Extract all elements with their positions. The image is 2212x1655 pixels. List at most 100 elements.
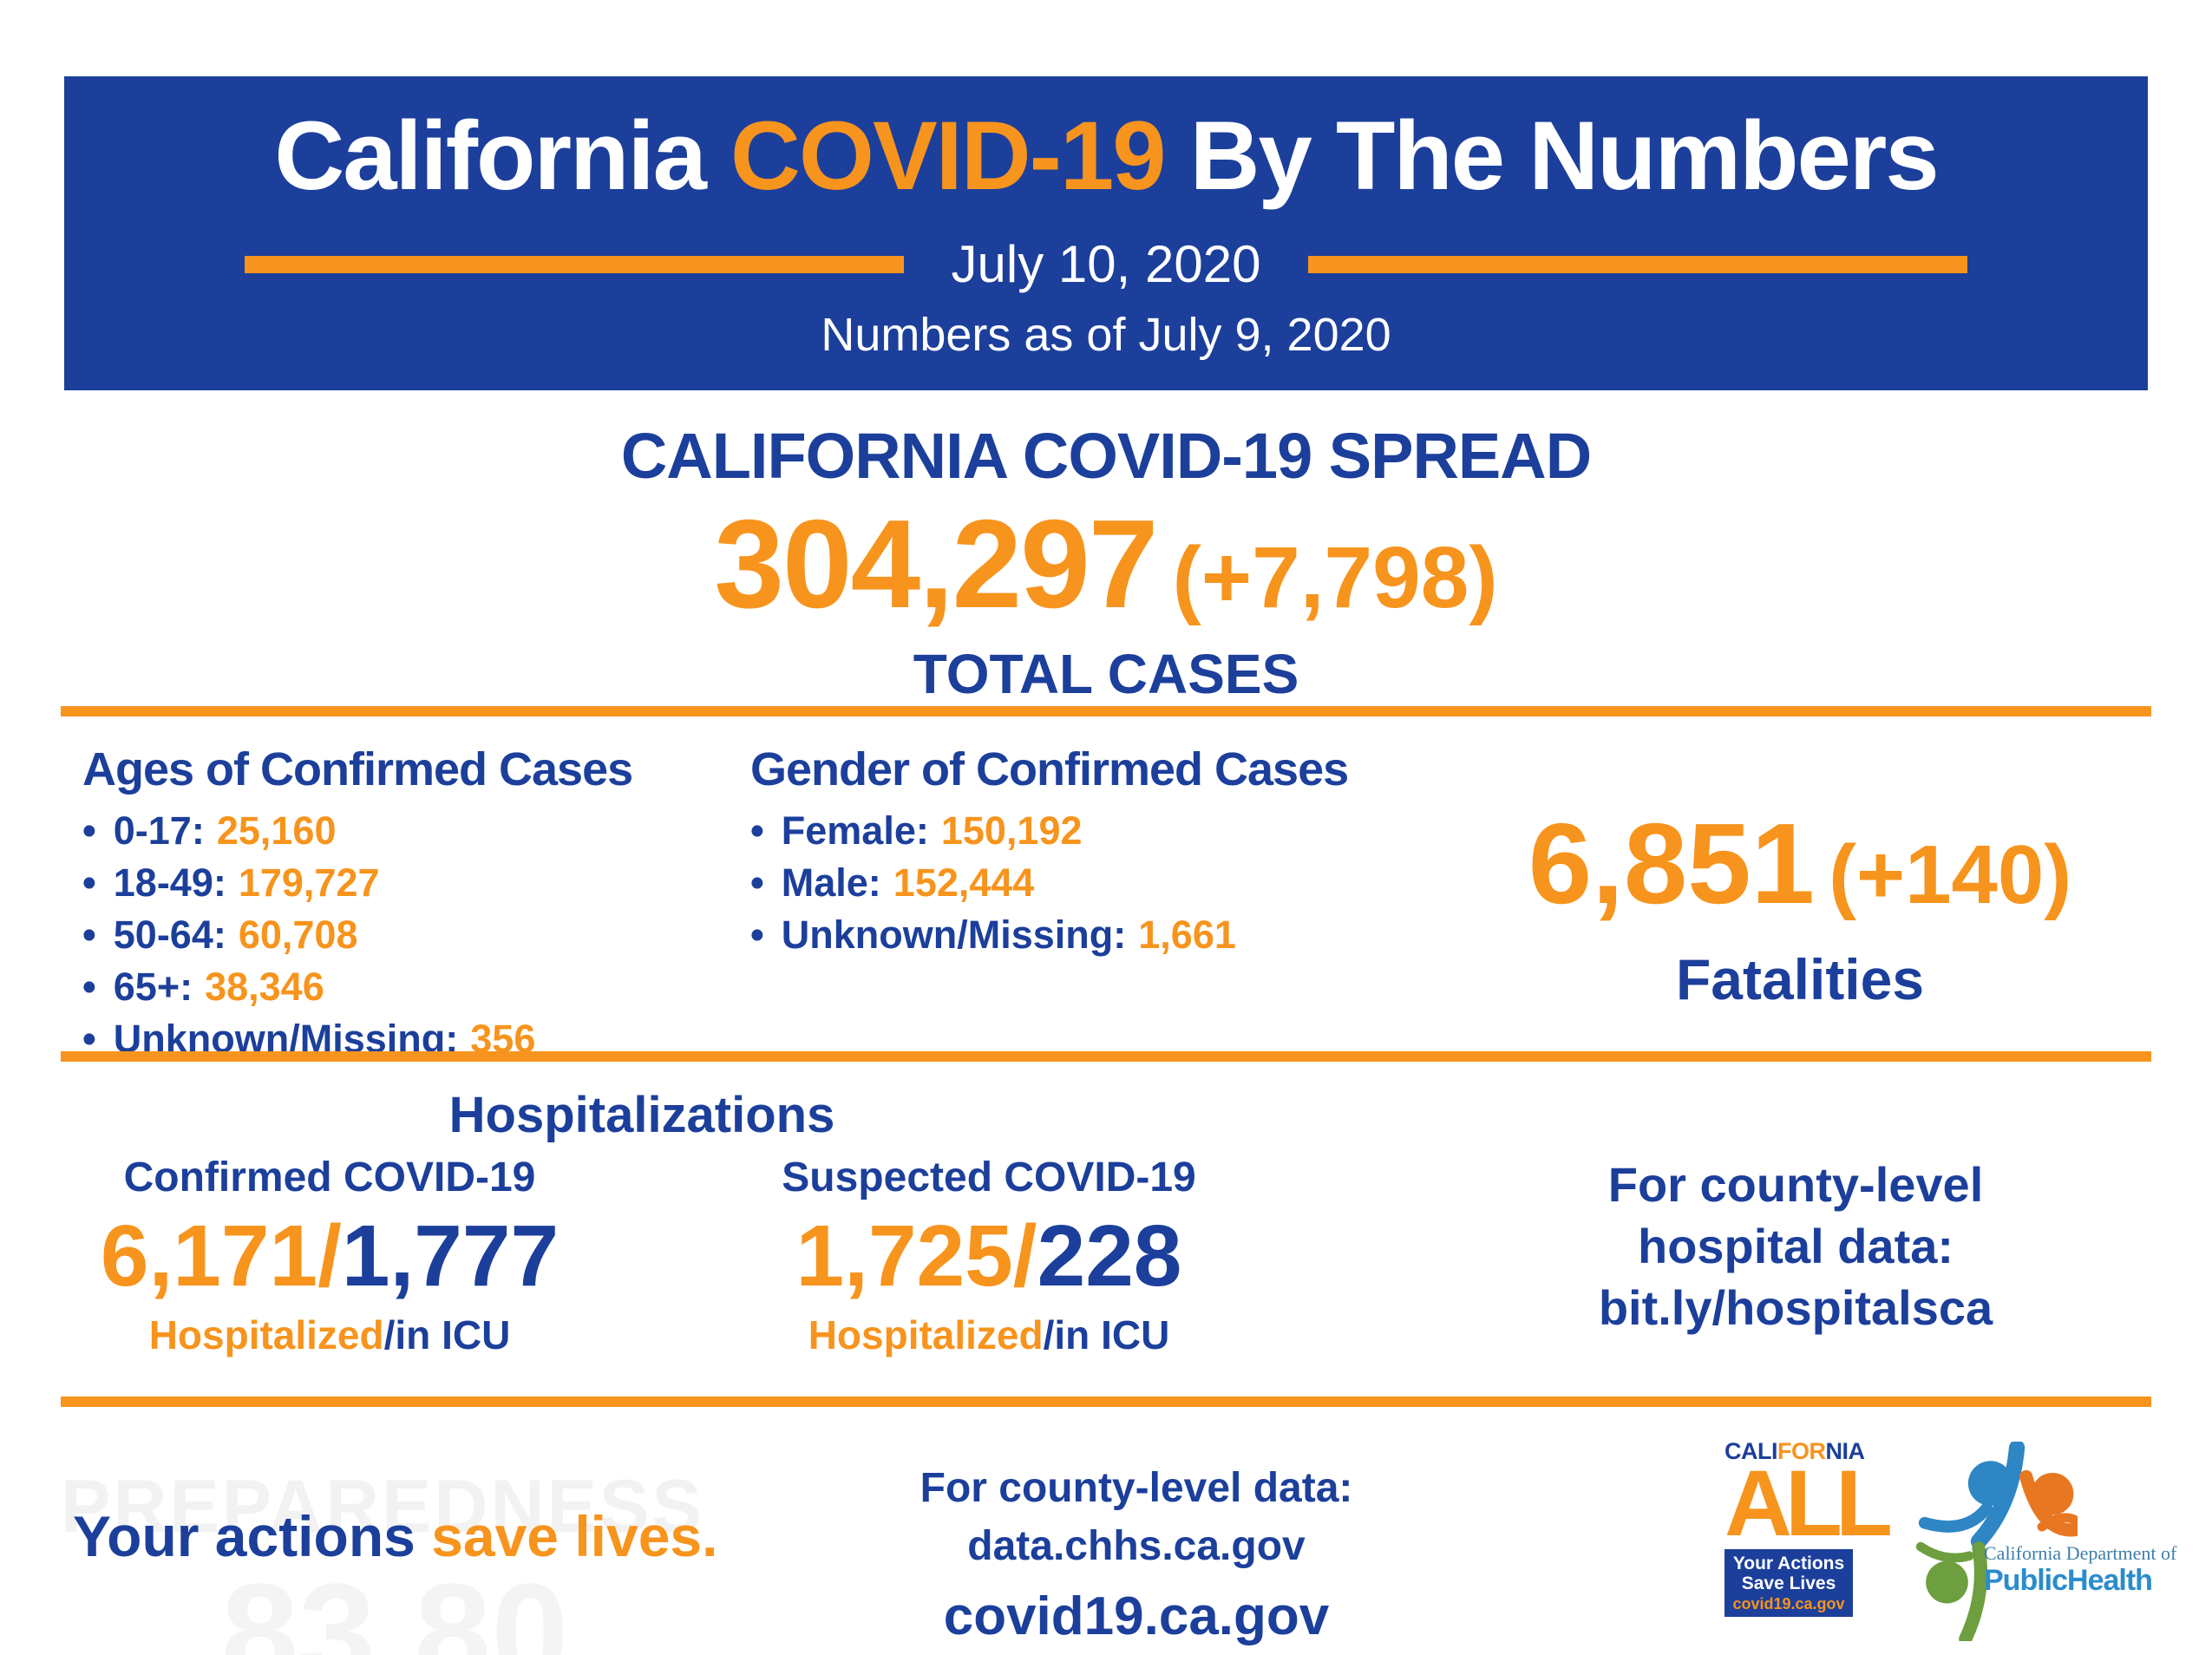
divider-middle	[61, 1051, 2151, 1062]
county-note-line: For county-level	[1607, 1157, 1984, 1212]
gender-value: 150,192	[940, 808, 1083, 853]
fatalities-delta: (+140)	[1829, 828, 2072, 921]
gender-section: Gender of Confirmed Cases • Female: 150,19…	[750, 742, 1349, 965]
county-hospital-note: For county-level hospital data: bit.ly/h…	[1518, 1154, 2073, 1338]
bullet-icon: •	[82, 1017, 96, 1061]
fatalities-label: Fatalities	[1675, 947, 1925, 1011]
age-value: 38,346	[205, 965, 324, 1009]
caption-hospitalized: Hospitalized	[808, 1312, 1044, 1357]
hospitalizations-title: Hospitalizations	[448, 1087, 835, 1143]
gender-list: • Female: 150,192 • Male: 152,444 • Unknown/M…	[750, 808, 1348, 965]
suspected-label: Suspected COVID-19	[782, 1155, 1196, 1200]
ages-title: Ages of Confirmed Cases	[82, 743, 633, 795]
age-label: 65+:	[113, 965, 193, 1009]
bullet-icon: •	[750, 808, 764, 853]
all-wordmark: ALL	[1724, 1450, 1893, 1555]
suspected-caption: Hospitalized/in ICU	[711, 1315, 1266, 1355]
box-line: Save Lives	[1741, 1573, 1836, 1594]
caption-hospitalized: Hospitalized	[148, 1312, 384, 1357]
wordmark-cali: CALI	[1724, 1438, 1778, 1464]
gender-value: 152,444	[893, 860, 1035, 905]
wordmark-for: FOR	[1777, 1438, 1826, 1464]
title-covid19: COVID-19	[730, 101, 1167, 210]
ages-section: Ages of Confirmed Cases • 0-17: 25,160 • 18…	[82, 742, 633, 1069]
cdph-logo: California Department of PublicHealth	[1913, 1442, 2177, 1641]
date-row: July 10, 2020	[244, 234, 1968, 294]
gender-label: Female:	[781, 808, 929, 853]
cdph-figures-icon	[1915, 1442, 2078, 1641]
total-cases-delta: (+7,798)	[1172, 529, 1498, 626]
report-date: July 10, 2020	[951, 235, 1261, 293]
spread-title: CALIFORNIA COVID-19 SPREAD	[620, 420, 1592, 492]
actions-tagline: Your actions save lives.	[73, 1503, 717, 1569]
bullet-icon: •	[82, 860, 96, 905]
caption-icu: /in ICU	[383, 1312, 511, 1357]
date-bar-right	[1308, 255, 1968, 273]
california-all-logo: CALIFORNIA ALL Your Actions Save Lives c…	[1724, 1438, 1893, 1617]
fatalities-row: 6,851 (+140)	[1440, 807, 2160, 921]
confirmed-caption: Hospitalized/in ICU	[52, 1315, 607, 1355]
county-data-line: For county-level data:	[919, 1465, 1353, 1511]
list-item: • 65+: 38,346	[82, 965, 632, 1017]
fatalities-value: 6,851	[1528, 800, 1816, 927]
confirmed-hospitalized-value: 6,171/	[100, 1207, 342, 1305]
gender-title: Gender of Confirmed Cases	[750, 743, 1349, 795]
age-value: 60,708	[238, 913, 358, 957]
list-item: • 0-17: 25,160	[82, 808, 632, 860]
county-note-line: hospital data:	[1637, 1219, 1954, 1274]
confirmed-icu-value: 1,777	[341, 1207, 560, 1305]
divider-bottom	[61, 1397, 2151, 1407]
bullet-icon: •	[750, 913, 764, 957]
watermark-number: 83,80	[221, 1554, 569, 1655]
bullet-icon: •	[82, 913, 96, 957]
confirmed-numbers: 6,171/1,777	[52, 1213, 607, 1299]
county-data-note: For county-level data: data.chhs.ca.gov	[885, 1459, 1388, 1575]
list-item: • Unknown/Missing: 1,661	[750, 913, 1348, 965]
confirmed-label: Confirmed COVID-19	[123, 1155, 536, 1200]
ages-list: • 0-17: 25,160 • 18-49: 179,727 • 50-64: 60,70…	[82, 808, 632, 1069]
suspected-hospitalized-value: 1,725/	[795, 1207, 1037, 1305]
title-prefix: California	[274, 101, 730, 210]
tagline-orange: save lives.	[431, 1504, 718, 1568]
cdph-publichealth-line: PublicHealth	[1984, 1564, 2153, 1597]
watermark-text: PREPAREDNESS	[61, 1465, 704, 1548]
list-item: • Female: 150,192	[750, 808, 1348, 860]
covid19-site-link: covid19.ca.gov	[943, 1586, 1330, 1646]
gender-label: Male:	[781, 860, 881, 905]
gender-label: Unknown/Missing:	[781, 913, 1127, 957]
bullet-icon: •	[82, 808, 96, 853]
caption-icu: /in ICU	[1043, 1312, 1170, 1357]
confirmed-hospitalizations: Confirmed COVID-19 6,171/1,777 Hospitali…	[52, 1155, 607, 1356]
age-label: 50-64:	[113, 913, 226, 957]
date-bar-left	[244, 255, 904, 273]
divider-top	[61, 706, 2151, 716]
tagline-blue: Your actions	[73, 1504, 432, 1568]
list-item: • 18-49: 179,727	[82, 860, 632, 913]
fatalities-section: 6,851 (+140) Fatalities	[1440, 807, 2160, 1011]
box-line: Your Actions	[1732, 1553, 1845, 1573]
suspected-icu-value: 228	[1037, 1207, 1182, 1305]
box-url: covid19.ca.gov	[1732, 1595, 1845, 1613]
title-suffix: By The Numbers	[1164, 101, 1940, 210]
total-cases-label: TOTAL CASES	[913, 643, 1299, 705]
gender-value: 1,661	[1138, 913, 1236, 957]
list-item: • 50-64: 60,708	[82, 913, 632, 965]
suspected-numbers: 1,725/228	[711, 1213, 1266, 1299]
list-item: • Male: 152,444	[750, 860, 1348, 913]
cdph-department-line: California Department of	[1984, 1542, 2177, 1564]
bullet-icon: •	[82, 965, 96, 1009]
county-note-link: bit.ly/hospitalsca	[1598, 1280, 1993, 1336]
age-label: 0-17:	[113, 808, 205, 853]
cdph-text: California Department of PublicHealth	[1984, 1542, 2177, 1597]
as-of-date: Numbers as of July 9, 2020	[821, 309, 1391, 361]
header-banner: California COVID-19 By The Numbers July …	[64, 76, 2148, 390]
age-value: 179,727	[238, 860, 380, 905]
total-cases-value: 304,297	[714, 494, 1158, 634]
age-label: 18-49:	[113, 860, 226, 905]
age-value: 25,160	[216, 808, 337, 853]
your-actions-box: Your Actions Save Lives covid19.ca.gov	[1724, 1548, 1853, 1617]
total-cases-row: 304,297 (+7,798)	[0, 501, 2212, 627]
california-all-wordmark: CALIFORNIA	[1724, 1438, 1865, 1464]
suspected-hospitalizations: Suspected COVID-19 1,725/228 Hospitalize…	[711, 1155, 1266, 1356]
